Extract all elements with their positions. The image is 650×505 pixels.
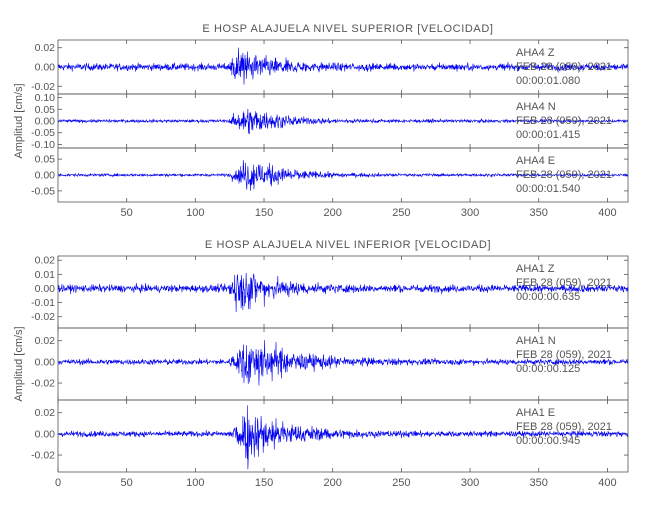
x-tick-label: 400 [598,477,616,489]
station-component-label: AHA4 N [516,101,556,113]
x-tick-label: 50 [121,207,133,219]
y-tick-label: 0.00 [35,170,56,182]
y-tick-label: 0.00 [35,283,56,295]
trace-start-time: 00:00:01.080 [516,75,580,87]
y-tick-label: 0.10 [35,92,56,104]
trace-date: FEB 28 (059), 2021 [516,277,612,289]
x-tick-label: 100 [186,477,204,489]
y-tick-label: 0.01 [35,269,56,281]
x-tick-label: 100 [186,207,204,219]
y-tick-label: 0.00 [35,116,56,128]
waveform-aha4-z [57,47,629,85]
trace-start-time: 00:00:00.635 [516,291,580,303]
trace-date: FEB 28 (059), 2021 [516,115,612,127]
chart-title: E HOSP ALAJUELA NIVEL SUPERIOR [VELOCIDA… [202,23,493,35]
y-tick-label: -0.02 [31,311,55,323]
x-tick-label: 200 [324,207,342,219]
trace-date: FEB 28 (059), 2021 [516,169,612,181]
y-tick-label: 0.00 [35,428,56,440]
x-tick-label: 250 [392,207,410,219]
y-tick-label: 0.02 [35,255,56,267]
trace-panel-aha4-z: 0.02 0.00 -0.02 AHA4 Z FEB 28 (059), 2021 00:… [31,39,629,95]
y-axis-label: Amplitud [cm/s] [13,326,25,401]
x-tick-label: 50 [121,477,133,489]
x-tick-label: 350 [530,207,548,219]
trace-date: FEB 28 (059), 2021 [516,349,612,361]
waveform-aha1-e [57,405,628,470]
station-component-label: AHA1 N [516,335,556,347]
y-axis-label: Amplitud [cm/s] [13,83,25,158]
y-tick-label: -0.10 [31,139,55,151]
trace-panel-aha1-z: 0.02 0.01 0.00 -0.01 -0.02 AHA1 Z FEB 28 (059)… [31,255,629,329]
x-tick-label: 250 [392,477,410,489]
y-tick-label: 0.02 [35,335,56,347]
y-tick-label: -0.02 [31,378,55,390]
waveform-aha1-z [57,272,629,313]
station-component-label: AHA1 E [516,407,555,419]
x-tick-label: 150 [255,207,273,219]
station-component-label: AHA4 E [516,155,555,167]
x-tick-label: 300 [461,207,479,219]
x-tick-label: 350 [530,477,548,489]
waveform-aha4-n [57,108,629,135]
trace-date: FEB 28 (059), 2021 [516,421,612,433]
chart-title: E HOSP ALAJUELA NIVEL INFERIOR [VELOCIDA… [205,239,491,251]
y-tick-label: 0.02 [35,407,56,419]
chart-group-1: E HOSP ALAJUELA NIVEL SUPERIOR [VELOCIDA… [13,23,629,219]
trace-panel-aha4-e: 0.05 0.00 -0.05 AHA4 E FEB 28 (059), 2021 00:… [31,147,629,203]
y-tick-label: -0.02 [31,450,55,462]
y-tick-label: -0.02 [31,81,55,93]
trace-panel-aha1-e: 0.02 0.00 -0.02 AHA1 E FEB 28 (059), 2021 00:… [31,399,629,473]
trace-panel-aha1-n: 0.02 0.00 -0.02 AHA1 N FEB 28 (059), 2021 00:… [31,327,629,401]
y-tick-label: -0.05 [31,127,55,139]
trace-start-time: 00:00:00.125 [516,363,580,375]
station-component-label: AHA4 Z [516,47,555,59]
chart-group-2: E HOSP ALAJUELA NIVEL INFERIOR [VELOCIDA… [13,239,629,489]
trace-start-time: 00:00:01.415 [516,129,580,141]
panel-frame [57,399,629,473]
trace-start-time: 00:00:00.945 [516,435,580,447]
x-tick-label: 400 [598,207,616,219]
station-component-label: AHA1 Z [516,263,555,275]
y-tick-label: -0.01 [31,297,55,309]
trace-panel-aha4-n: 0.100.050.00-0.05-0.10 AHA4 N FEB 28 (059)… [31,92,629,151]
trace-date: FEB 28 (059), 2021 [516,61,612,73]
x-tick-label: 150 [255,477,273,489]
waveform-aha4-e [57,160,629,191]
y-tick-label: 0.05 [35,154,56,166]
y-tick-label: -0.05 [31,185,55,197]
x-tick-label: 300 [461,477,479,489]
x-tick-label: 0 [55,477,61,489]
x-tick-label: 200 [324,477,342,489]
y-tick-label: 0.02 [35,42,56,54]
trace-start-time: 00:00:01.540 [516,183,580,195]
y-tick-label: 0.00 [35,356,56,368]
waveform-aha1-n [57,339,629,386]
y-tick-label: 0.00 [35,62,56,74]
y-tick-label: 0.05 [35,104,56,116]
